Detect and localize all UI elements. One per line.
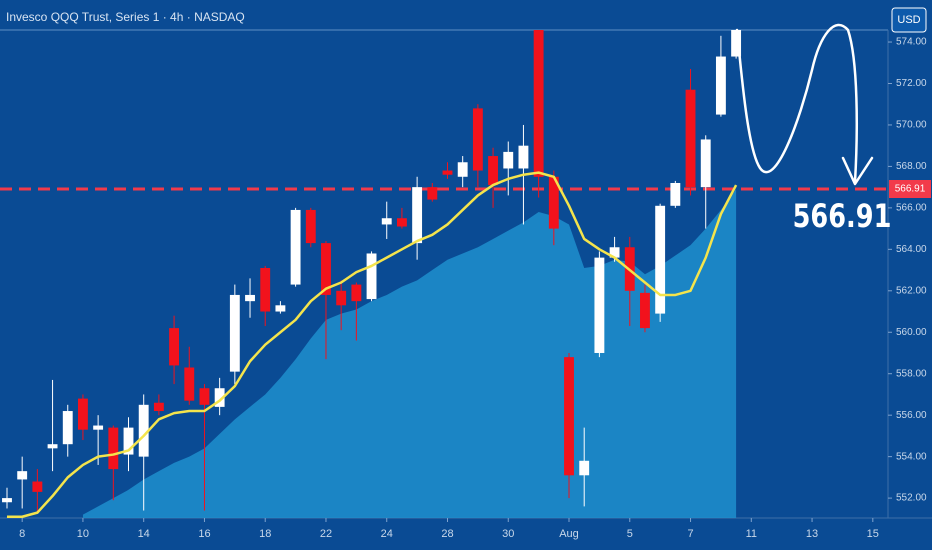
- candle-body: [700, 139, 711, 188]
- chart-title: Invesco QQQ Trust, Series 1 · 4h · NASDA…: [6, 10, 245, 24]
- candle-body: [533, 30, 544, 177]
- candle-body: [153, 402, 164, 412]
- candle-body: [655, 205, 666, 314]
- candle-body: [685, 89, 696, 188]
- candle-body: [412, 187, 423, 244]
- candle-body: [184, 367, 195, 401]
- candle-body: [381, 218, 392, 225]
- candle-body: [214, 388, 225, 407]
- candle-body: [670, 182, 681, 206]
- y-tick-label: 560.00: [896, 327, 927, 338]
- y-tick-label: 568.00: [896, 161, 927, 172]
- candle-body: [17, 471, 28, 480]
- candle-body: [78, 398, 88, 430]
- y-tick-label: 574.00: [896, 37, 927, 48]
- candle-body: [488, 156, 498, 186]
- candle-body: [366, 253, 377, 300]
- x-tick-label: 30: [502, 528, 514, 540]
- drawn-arrow: [735, 23, 874, 186]
- candle-body: [564, 357, 574, 476]
- currency-button[interactable]: [891, 7, 927, 33]
- candle-body: [62, 411, 73, 445]
- candle-body: [640, 292, 650, 329]
- candle-body: [290, 209, 301, 285]
- candle-body: [579, 460, 590, 476]
- candle-body: [169, 328, 180, 366]
- y-tick-label: 562.00: [896, 285, 927, 296]
- x-tick-label: 18: [259, 528, 271, 540]
- candle-body: [594, 257, 605, 353]
- candle-body: [93, 425, 104, 430]
- x-tick-label: Aug: [559, 528, 579, 540]
- candle-body: [472, 108, 483, 171]
- candle-body: [396, 218, 407, 227]
- plot-area: [0, 30, 888, 518]
- x-tick-label: 14: [138, 528, 150, 540]
- candle-body: [731, 30, 742, 57]
- candle-body: [351, 284, 362, 302]
- x-tick-label: 13: [806, 528, 818, 540]
- candle-body: [548, 176, 559, 229]
- y-tick-label: 564.00: [896, 244, 927, 255]
- level-price-box: [889, 180, 931, 199]
- candle-body: [442, 170, 453, 175]
- y-tick-label: 558.00: [896, 368, 927, 379]
- candle-body: [47, 444, 58, 449]
- x-tick-label: 28: [441, 528, 453, 540]
- candle-body: [427, 187, 438, 200]
- candle-body: [2, 498, 12, 503]
- x-tick-label: 7: [687, 528, 693, 540]
- candle-body: [305, 209, 316, 244]
- candle-body: [518, 145, 529, 169]
- currency-label: USD: [897, 14, 920, 26]
- y-tick-label: 552.00: [896, 493, 927, 504]
- level-price-label: 566.91: [895, 184, 926, 195]
- candle-body: [609, 247, 620, 258]
- candle-body: [108, 427, 119, 470]
- x-tick-label: 22: [320, 528, 332, 540]
- candle-body: [32, 481, 43, 492]
- x-tick-label: 16: [198, 528, 210, 540]
- candle-body: [123, 427, 134, 455]
- candle-body: [321, 243, 331, 295]
- y-tick-label: 566.00: [896, 203, 927, 214]
- candle-body: [503, 151, 514, 169]
- y-tick-label: 572.00: [896, 78, 927, 89]
- candle-body: [229, 294, 240, 372]
- candle-body: [457, 162, 468, 177]
- candle-body: [199, 388, 210, 405]
- candle-body: [138, 404, 149, 457]
- candle-body: [275, 305, 286, 312]
- x-tick-label: 24: [381, 528, 393, 540]
- candle-body: [336, 290, 347, 306]
- candle-body: [260, 267, 271, 312]
- y-tick-label: 554.00: [896, 451, 927, 462]
- moving-average: [6, 171, 738, 518]
- x-tick-label: 15: [867, 528, 879, 540]
- x-tick-label: 10: [77, 528, 89, 540]
- candle-body: [715, 56, 726, 115]
- level-big-label: 566.91: [793, 197, 892, 235]
- y-tick-label: 570.00: [896, 120, 927, 131]
- y-tick-label: 556.00: [896, 410, 927, 421]
- x-tick-label: 11: [746, 528, 757, 540]
- x-tick-label: 8: [19, 528, 25, 540]
- candle-body: [245, 294, 255, 302]
- x-tick-label: 5: [627, 528, 633, 540]
